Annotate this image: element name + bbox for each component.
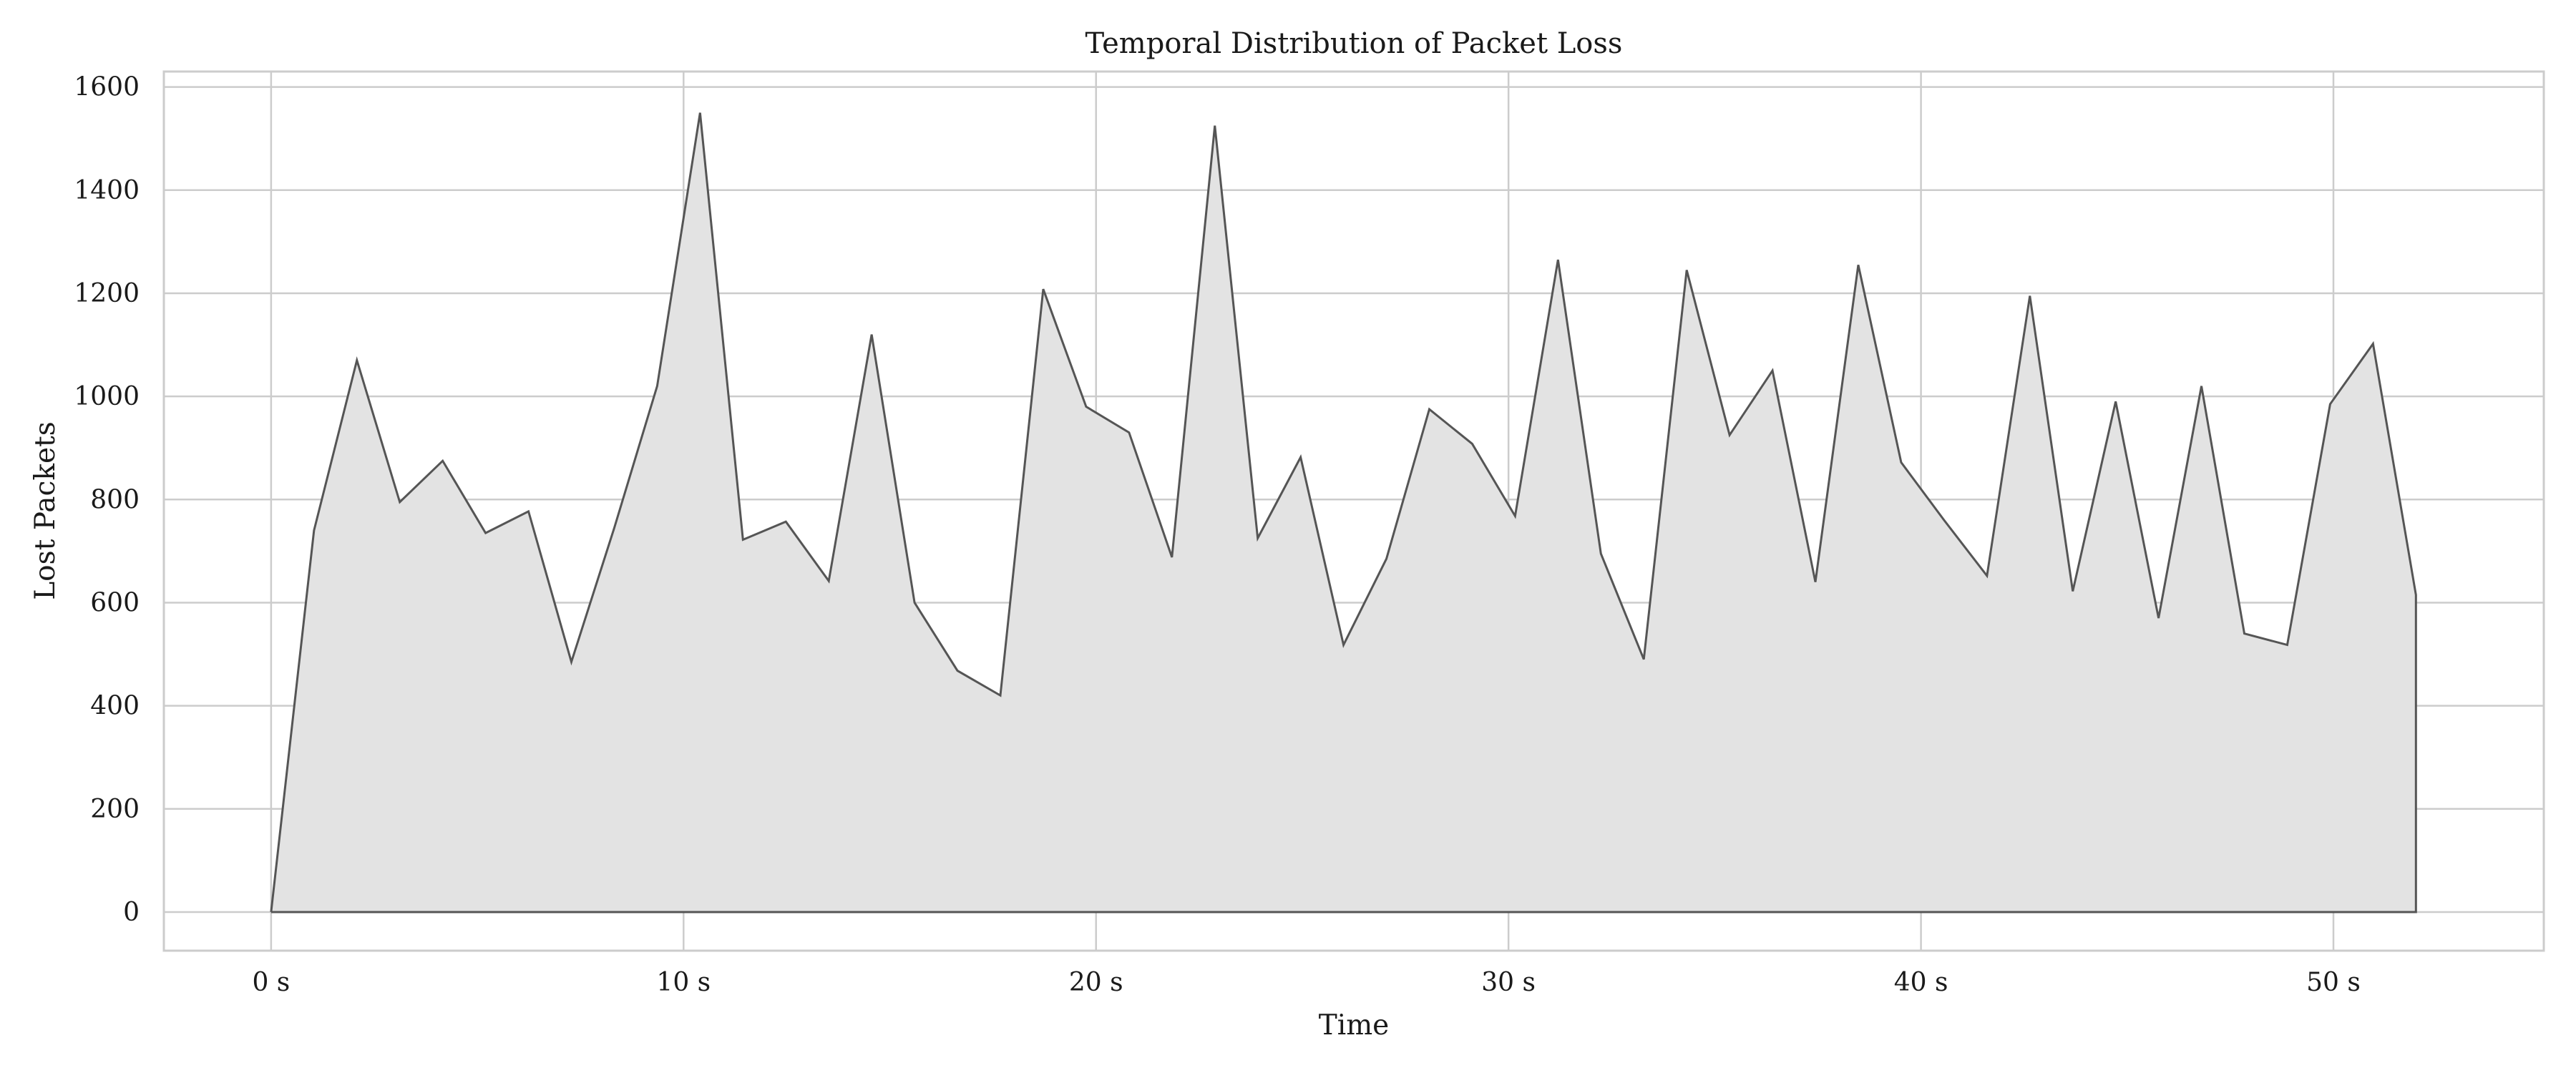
y-tick-label: 200 bbox=[90, 795, 140, 824]
area-fill bbox=[270, 112, 2416, 912]
x-tick-label: 30 s bbox=[1481, 968, 1536, 997]
y-tick-label: 800 bbox=[90, 485, 140, 514]
chart-title: Temporal Distribution of Packet Loss bbox=[1085, 27, 1623, 60]
x-tick-label: 20 s bbox=[1069, 968, 1123, 997]
area-layer bbox=[270, 112, 2417, 913]
y-tick-label: 1200 bbox=[74, 279, 140, 308]
x-tick-label: 40 s bbox=[1894, 968, 1948, 997]
x-tick-label: 50 s bbox=[2306, 968, 2361, 997]
y-tick-label: 1600 bbox=[74, 73, 140, 102]
y-tick-label: 400 bbox=[90, 692, 140, 721]
y-tick-label: 1000 bbox=[74, 382, 140, 411]
x-tick-label: 10 s bbox=[656, 968, 711, 997]
y-tick-label: 1400 bbox=[74, 176, 140, 205]
x-axis-title: Time bbox=[1319, 1009, 1390, 1042]
y-tick-label: 600 bbox=[90, 588, 140, 617]
y-axis-title: Lost Packets bbox=[29, 421, 62, 599]
tick-layer: 0 200 400 600 800 1000 1200 1400 1600 0 s 10 s 20 s… bbox=[74, 73, 2361, 997]
series-line bbox=[270, 112, 2417, 913]
x-tick-label: 0 s bbox=[252, 968, 290, 997]
y-tick-label: 0 bbox=[123, 898, 140, 927]
plot-frame bbox=[162, 70, 2545, 952]
